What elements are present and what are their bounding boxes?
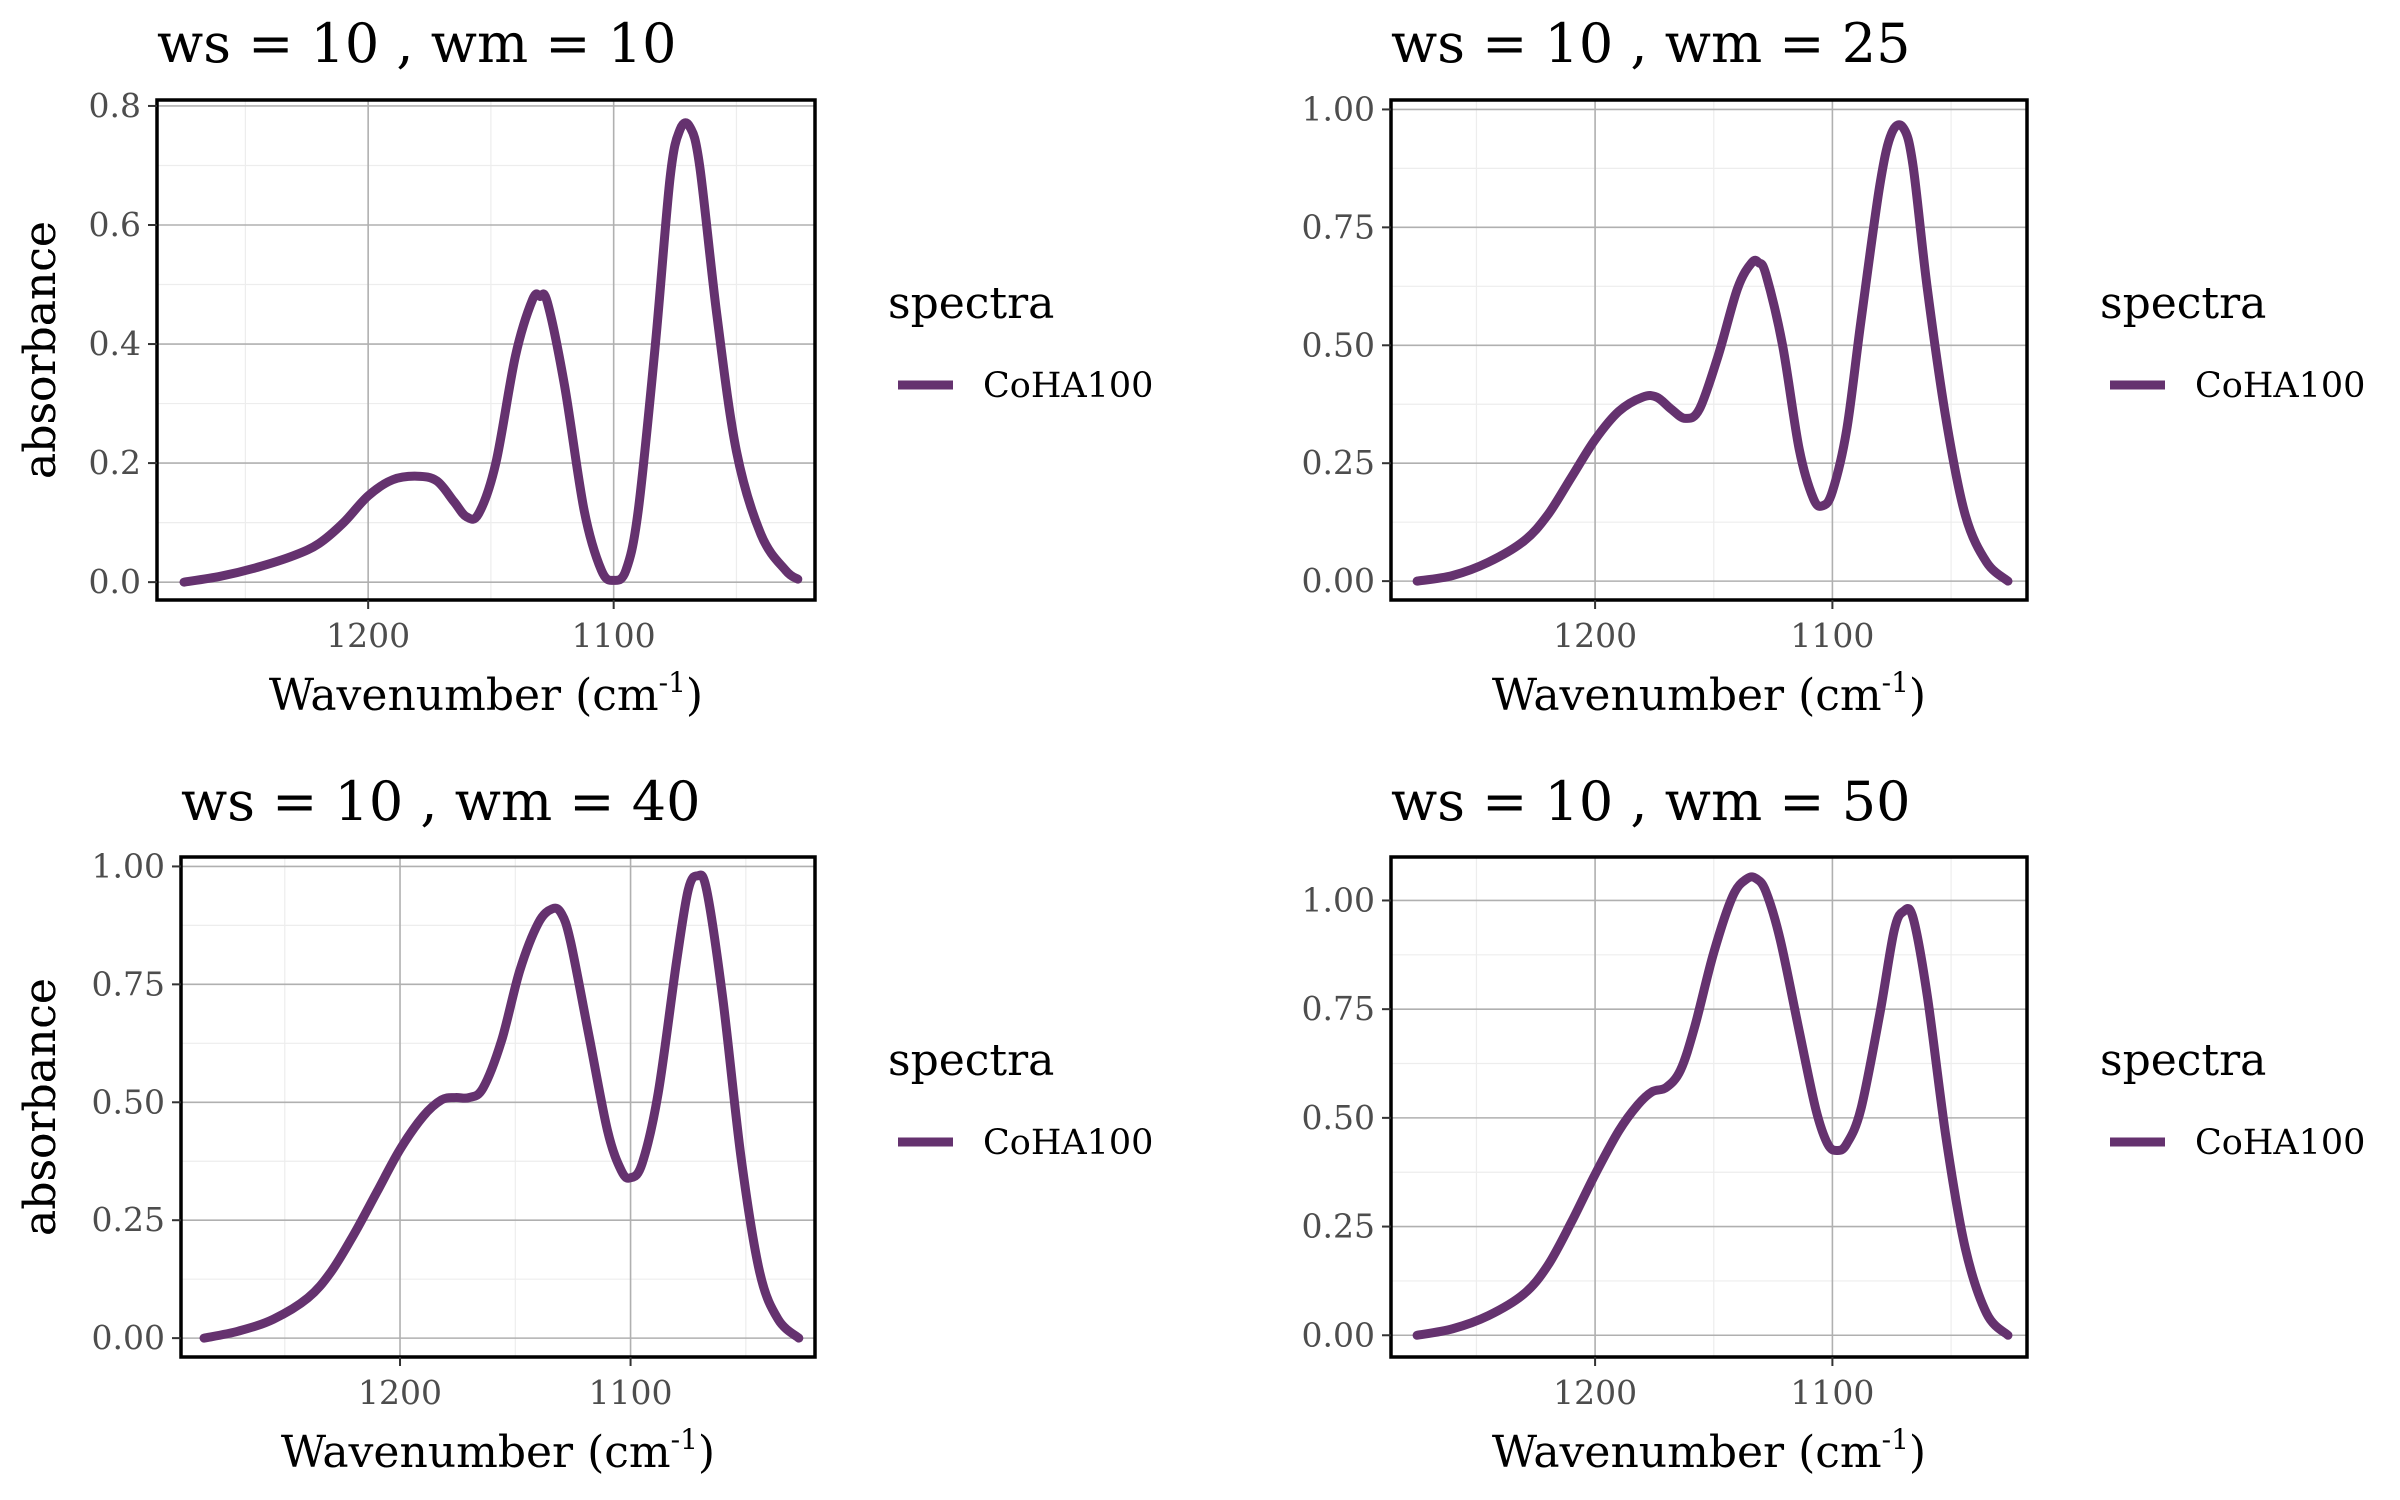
y-tick-label: 1.00 [1302, 89, 1375, 128]
y-axis-label: absorbance [15, 978, 66, 1236]
legend: spectra CoHA100 [888, 1035, 1153, 1163]
y-tick-label: 0.00 [1302, 1315, 1375, 1354]
legend-label: CoHA100 [983, 366, 1153, 406]
x-axis-label: Wavenumber (cm-1) [1492, 666, 1926, 721]
panel-border [1389, 98, 2029, 602]
chart-panel-1: 1200 1100 0.0 0.2 0.4 0.6 0.8 ws = 10 , wm = 10… [15, 12, 1153, 721]
legend-title: spectra [888, 278, 1054, 329]
x-tick-label: 1100 [589, 1373, 673, 1412]
y-tick-label: 0.50 [92, 1082, 165, 1121]
plot-background [181, 857, 815, 1357]
series-line-CoHA100 [199, 870, 804, 1343]
series-line-CoHA100 [1412, 120, 2013, 586]
chart-panel-2: 1200 1100 0.00 0.25 0.50 0.75 1.00 ws = 10 , wm… [15, 12, 2365, 721]
x-tick-label: 1100 [1790, 1373, 1874, 1412]
x-tick-label: 1200 [1553, 616, 1637, 655]
y-tick-label: 1.00 [92, 846, 165, 885]
y-tick-label: 0.75 [1302, 989, 1375, 1028]
y-tick-label: 0.2 [89, 443, 141, 482]
y-tick-label: 0.25 [1302, 443, 1375, 482]
chart-panel-4: 1200 1100 0.00 0.25 0.50 0.75 1.00 ws = 10 , wm… [15, 770, 2365, 1478]
panel-border [155, 98, 817, 602]
y-tick-label: 0.75 [1302, 207, 1375, 246]
x-axis-label: Wavenumber (cm-1) [269, 666, 703, 721]
y-tick-label: 0.00 [1302, 561, 1375, 600]
y-axis-label: absorbance [15, 978, 66, 1236]
y-tick-label: 0.0 [89, 562, 141, 601]
y-tick-label: 0.25 [92, 1200, 165, 1239]
legend: spectra CoHA100 [2100, 278, 2365, 406]
x-axis-label: Wavenumber (cm-1) [1492, 1423, 1926, 1478]
legend-title: spectra [2100, 1035, 2266, 1086]
panel-title: ws = 10 , wm = 10 [157, 12, 676, 75]
y-tick-label: 0.75 [92, 964, 165, 1003]
y-tick-label: 0.50 [1302, 325, 1375, 364]
y-tick-label: 1.00 [1302, 880, 1375, 919]
legend-title: spectra [2100, 278, 2266, 329]
x-tick-label: 1200 [1553, 1373, 1637, 1412]
y-axis-label: absorbance [15, 221, 66, 479]
plot-background [157, 100, 815, 600]
y-tick-label: 0.4 [89, 324, 141, 363]
y-tick-label: 0.50 [1302, 1098, 1375, 1137]
y-tick-label: 0.8 [89, 86, 141, 125]
plot-background [1391, 100, 2027, 600]
x-tick-label: 1100 [1790, 616, 1874, 655]
legend-title: spectra [888, 1035, 1054, 1086]
panel-border [179, 855, 817, 1359]
panel-title: ws = 10 , wm = 40 [181, 770, 700, 833]
y-tick-label: 0.00 [92, 1318, 165, 1357]
y-tick-label: 0.6 [89, 205, 141, 244]
series-line-CoHA100 [179, 118, 803, 587]
legend-label: CoHA100 [983, 1123, 1153, 1163]
x-tick-label: 1100 [572, 616, 656, 655]
y-axis-label: absorbance [15, 221, 66, 479]
series-line-CoHA100 [1412, 872, 2013, 1340]
legend-label: CoHA100 [2195, 366, 2365, 406]
chart-panel-3: 1200 1100 0.00 0.25 0.50 0.75 1.00 ws = 10 , wm… [15, 770, 1153, 1478]
legend-label: CoHA100 [2195, 1123, 2365, 1163]
panel-border [1389, 855, 2029, 1359]
legend: spectra CoHA100 [2100, 1035, 2365, 1163]
panel-title: ws = 10 , wm = 50 [1391, 770, 1910, 833]
panel-title: ws = 10 , wm = 25 [1391, 12, 1910, 75]
x-tick-label: 1200 [358, 1373, 442, 1412]
plot-background [1391, 857, 2027, 1357]
y-tick-label: 0.25 [1302, 1207, 1375, 1246]
x-axis-label: Wavenumber (cm-1) [281, 1423, 715, 1478]
legend: spectra CoHA100 [888, 278, 1153, 406]
x-tick-label: 1200 [326, 616, 410, 655]
